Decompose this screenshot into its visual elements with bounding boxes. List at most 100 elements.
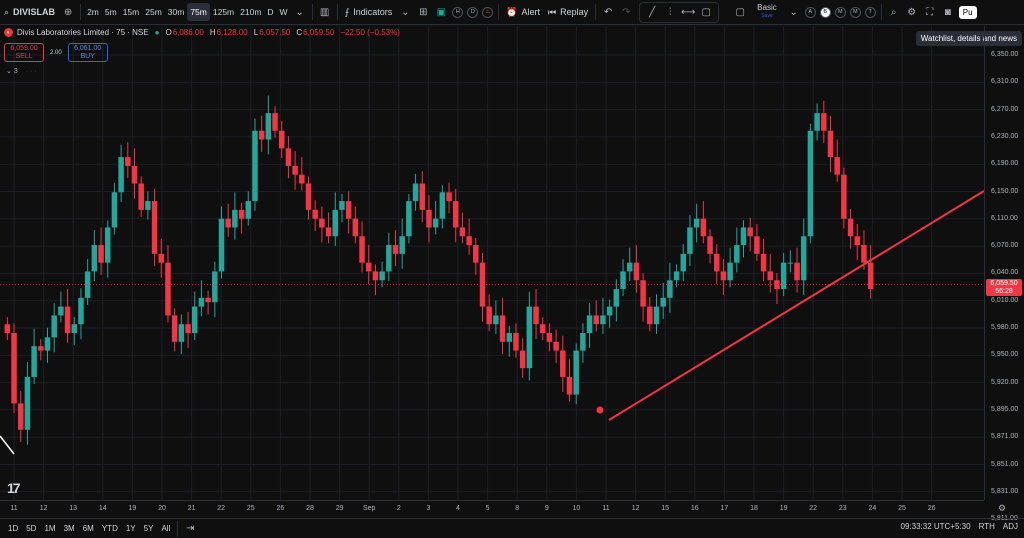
candle-body xyxy=(11,332,17,404)
trend-line-icon[interactable]: ╱ xyxy=(649,6,656,18)
candle-body xyxy=(486,306,492,325)
add-symbol-icon[interactable]: ⊕ xyxy=(63,6,73,18)
candle-body xyxy=(225,218,231,228)
publish-button[interactable]: Pu xyxy=(958,5,977,19)
range-all[interactable]: All xyxy=(161,524,171,533)
d-badge-icon[interactable]: D xyxy=(467,6,479,18)
quick-search-icon[interactable]: ⌕ xyxy=(890,6,897,18)
candle-body xyxy=(272,113,278,131)
candle-body xyxy=(138,183,144,210)
candle-body xyxy=(252,130,258,202)
timeframe-2m[interactable]: 2m xyxy=(87,7,99,17)
time-axis[interactable]: 11 12 13 14 19 20 21 22 25 26 28 29 Sep 2 3 4 5 8 9 10 11 12 1… xyxy=(0,500,984,518)
fullscreen-icon[interactable]: ⛶ xyxy=(926,6,934,18)
timeframe-210m[interactable]: 210m xyxy=(240,7,262,17)
camera-icon[interactable]: ◙ xyxy=(944,6,951,18)
candle-body xyxy=(841,174,847,219)
candle-body xyxy=(760,253,767,272)
price-tick: 5,871.00 xyxy=(991,433,1019,441)
range-3m[interactable]: 3M xyxy=(63,524,75,533)
range-5y[interactable]: 5Y xyxy=(143,524,154,533)
timeframe-125m[interactable]: 125m xyxy=(212,7,235,17)
square-icon[interactable]: ▢ xyxy=(735,6,745,18)
tradingview-logo[interactable]: 17 xyxy=(7,480,21,496)
range-1y[interactable]: 1Y xyxy=(125,524,136,533)
candle-body xyxy=(519,350,526,369)
timeframe-15m[interactable]: 15m xyxy=(122,7,140,17)
layout-selector[interactable]: Basic Save xyxy=(757,4,777,20)
timeframe-75m[interactable]: 75m xyxy=(187,3,210,21)
go-to-date-icon[interactable]: ⇥ xyxy=(186,523,195,534)
gear-icon[interactable]: ⚙ xyxy=(907,6,917,18)
time-tick: 14 xyxy=(98,505,107,512)
candle-body xyxy=(513,332,519,351)
chevron-down-icon[interactable]: ⌄ xyxy=(295,6,304,18)
account-badge-a-icon[interactable]: A xyxy=(804,6,816,18)
account-badge-t-icon[interactable]: T xyxy=(864,6,876,18)
drawing-segment xyxy=(0,435,15,455)
timeframe-d[interactable]: D xyxy=(267,7,274,17)
legend-status-dot: ● xyxy=(154,28,160,37)
indicators-button[interactable]: ⨍ Indicators xyxy=(341,0,397,25)
sell-button[interactable]: 6,059.00 SELL xyxy=(4,43,44,62)
low-label: L xyxy=(253,28,259,37)
candle-body xyxy=(647,306,653,325)
timeframe-30m[interactable]: 30m xyxy=(167,7,185,17)
h-badge-icon[interactable]: H xyxy=(452,6,464,18)
candle-body xyxy=(104,227,111,263)
indicator-collapse-row[interactable]: ⌄ 3 · · · xyxy=(6,67,37,75)
rectangle-icon[interactable]: ▢ xyxy=(701,6,711,18)
candle-body xyxy=(379,271,385,281)
candle-body xyxy=(278,130,285,149)
redo-icon[interactable]: ↷ xyxy=(621,6,631,18)
chart-legend: ◐ Divis Laboratories Limited · 75 · NSE … xyxy=(4,28,400,37)
price-tick: 6,350.00 xyxy=(991,51,1019,58)
time-tick: 4 xyxy=(456,505,460,512)
time-tick: 12 xyxy=(631,505,640,512)
open-label: O xyxy=(165,28,172,37)
candles-icon[interactable]: ▥ xyxy=(319,6,330,18)
price-axis[interactable]: 6,350.00 6,310.00 6,270.00 6,230.00 6,190.00… xyxy=(984,26,1024,522)
candle-body xyxy=(91,245,98,272)
buy-button[interactable]: 6,061.00 BUY xyxy=(67,43,108,62)
alert-button[interactable]: ⏰ Alert xyxy=(502,0,544,25)
fib-icon[interactable]: ⫶ xyxy=(668,6,672,18)
clock-time[interactable]: 09:33:32 UTC+5:30 xyxy=(900,522,971,531)
candle-body xyxy=(459,227,466,237)
range-ytd[interactable]: YTD xyxy=(101,524,118,533)
price-chart[interactable] xyxy=(0,26,984,500)
timeframe-25m[interactable]: 25m xyxy=(145,7,162,17)
high-label: H xyxy=(209,28,216,37)
account-badge-m-icon[interactable]: M xyxy=(849,6,861,18)
adjust-toggle[interactable]: ADJ xyxy=(1002,522,1018,531)
undo-icon[interactable]: ↶ xyxy=(603,6,613,18)
candle-body xyxy=(31,346,37,377)
session-toggle[interactable]: RTH xyxy=(978,522,995,531)
range-1d[interactable]: 1D xyxy=(8,524,19,533)
price-tick: 6,070.00 xyxy=(991,242,1019,250)
candle-body xyxy=(392,245,399,254)
candle-body xyxy=(412,183,419,202)
timeframe-5m[interactable]: 5m xyxy=(104,7,117,17)
fire-icon[interactable]: ♨ xyxy=(482,6,494,18)
green-app-icon[interactable]: ▣ xyxy=(436,6,447,18)
horizontal-line-icon[interactable]: ⟷ xyxy=(681,6,696,18)
layouts-icon[interactable]: ⊞ xyxy=(419,6,428,18)
gear-icon[interactable]: ⚙ xyxy=(998,503,1007,513)
candle-body xyxy=(4,324,11,333)
symbol-search[interactable]: ⌕ DIVISLAB xyxy=(0,0,59,25)
legend-title[interactable]: Divis Laboratories Limited · 75 · NSE xyxy=(17,28,149,37)
candle-body xyxy=(212,271,218,303)
timeframe-list: 2m 5m 15m 25m 30m 75m 125m 210m D W xyxy=(84,3,291,21)
range-1m[interactable]: 1M xyxy=(44,524,56,533)
time-tick: 26 xyxy=(927,505,936,512)
replay-button[interactable]: ⏮ Replay xyxy=(544,0,592,25)
range-6m[interactable]: 6M xyxy=(82,524,94,533)
account-badge-m-icon[interactable]: M xyxy=(834,6,846,18)
account-badge-b-icon[interactable]: B xyxy=(819,6,831,18)
timeframe-w[interactable]: W xyxy=(279,7,288,17)
candle-body xyxy=(660,297,666,307)
range-5d[interactable]: 5D xyxy=(26,524,37,533)
templates-icon[interactable]: ⌄ xyxy=(401,6,410,18)
chevron-down-icon[interactable]: ⌄ xyxy=(789,6,798,18)
